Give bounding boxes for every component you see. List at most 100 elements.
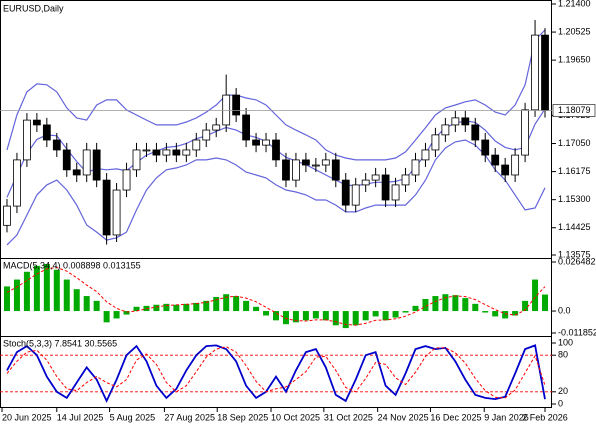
histogram-bar <box>33 265 40 312</box>
histogram-bar <box>452 295 459 312</box>
y-tick-label: 1.13575 <box>558 249 591 259</box>
histogram-bar <box>103 311 110 323</box>
x-tick-label: 20 Jun 2025 <box>2 412 52 422</box>
band-line <box>6 139 546 246</box>
candle-body <box>501 164 510 176</box>
y-tick-label: 1.16175 <box>558 166 591 176</box>
candle-body <box>172 149 181 156</box>
histogram-bar <box>512 311 519 316</box>
candle-body <box>401 174 410 186</box>
histogram-bar <box>392 311 399 318</box>
x-tick-label: 31 Oct 2025 <box>324 412 373 422</box>
candle-body <box>82 149 91 176</box>
histogram-bar <box>153 304 160 312</box>
macd-panel <box>3 264 549 329</box>
histogram-bar <box>522 300 529 312</box>
candle-body <box>222 94 231 126</box>
candle-body <box>232 94 241 116</box>
candle-body <box>391 184 400 201</box>
x-tick-label: 10 Oct 2025 <box>271 412 320 422</box>
histogram-bar <box>113 311 120 319</box>
x-tick-label: 18 Sep 2025 <box>217 412 268 422</box>
stoch-line <box>6 344 546 404</box>
candle-body <box>72 169 81 176</box>
histogram-bar <box>273 311 279 321</box>
histogram-bar <box>93 300 100 312</box>
x-tick-label: 24 Nov 2025 <box>378 412 429 422</box>
histogram-bar <box>13 279 20 312</box>
plot-frame <box>0 0 552 408</box>
candle-body <box>451 117 460 126</box>
histogram-bar <box>183 303 190 312</box>
candle-body <box>132 149 141 171</box>
candle-body <box>421 149 430 161</box>
histogram-bar <box>402 311 409 313</box>
histogram-bar <box>362 311 369 321</box>
y-tick-label: 0.026482 <box>558 256 596 266</box>
candle-body <box>301 159 310 166</box>
candle-body <box>471 124 480 141</box>
histogram-bar <box>223 294 230 312</box>
candle-body <box>23 119 31 161</box>
histogram-bar <box>532 279 539 312</box>
histogram-bar <box>442 294 449 312</box>
x-tick-label: 2 Feb 2026 <box>522 412 568 422</box>
histogram-bar <box>472 303 479 312</box>
histogram-bar <box>422 299 429 312</box>
histogram-bar <box>312 311 319 319</box>
histogram-bar <box>213 296 220 312</box>
stoch-panel <box>0 344 552 404</box>
histogram-bar <box>342 311 349 329</box>
histogram-bar <box>263 311 270 316</box>
candle-body <box>351 184 360 206</box>
candle-body <box>411 159 420 176</box>
candle-body <box>511 154 520 176</box>
candle-body <box>441 124 450 136</box>
y-tick-label: 100 <box>558 337 573 347</box>
candle-body <box>431 134 440 151</box>
histogram-bar <box>23 271 30 312</box>
y-tick-label: 1.17050 <box>558 138 591 148</box>
x-tick-label: 27 Aug 2025 <box>164 412 215 422</box>
histogram-bar <box>332 311 339 326</box>
histogram-bar <box>53 269 60 312</box>
price-panel <box>0 20 552 246</box>
histogram-bar <box>382 311 389 321</box>
y-tick-label: 1.19650 <box>558 55 591 65</box>
histogram-bar <box>63 279 70 312</box>
candle-body <box>122 169 131 191</box>
histogram-bar <box>482 311 489 313</box>
histogram-bar <box>193 302 200 312</box>
candle-body <box>292 159 300 181</box>
x-tick-label: 5 Aug 2025 <box>110 412 156 422</box>
candle-body <box>162 149 171 156</box>
x-tick-label: 14 Jul 2025 <box>57 412 104 422</box>
candle-body <box>252 139 260 146</box>
histogram-bar <box>412 305 419 312</box>
histogram-bar <box>502 311 509 319</box>
histogram-bar <box>302 311 309 321</box>
histogram-bar <box>372 311 379 317</box>
current-price-box <box>552 104 596 117</box>
candle-body <box>13 159 21 207</box>
y-tick-label: 0 <box>558 398 563 408</box>
current-price-label: 1.18079 <box>558 105 591 115</box>
histogram-bar <box>292 311 299 323</box>
candle-body <box>341 179 350 206</box>
candle-body <box>202 129 211 141</box>
histogram-bar <box>83 296 90 312</box>
candle-body <box>32 119 41 126</box>
candle-body <box>481 139 490 156</box>
candle-body <box>212 124 221 131</box>
histogram-bar <box>352 311 359 326</box>
candle-body <box>62 149 71 171</box>
y-tick-label: 80 <box>558 350 568 360</box>
candle-body <box>521 109 529 156</box>
candle-body <box>262 139 270 146</box>
histogram-bar <box>243 300 250 312</box>
y-tick-label: 1.14425 <box>558 222 591 232</box>
histogram-bar <box>233 296 240 312</box>
candle-body <box>321 159 330 166</box>
candle-body <box>3 205 11 226</box>
